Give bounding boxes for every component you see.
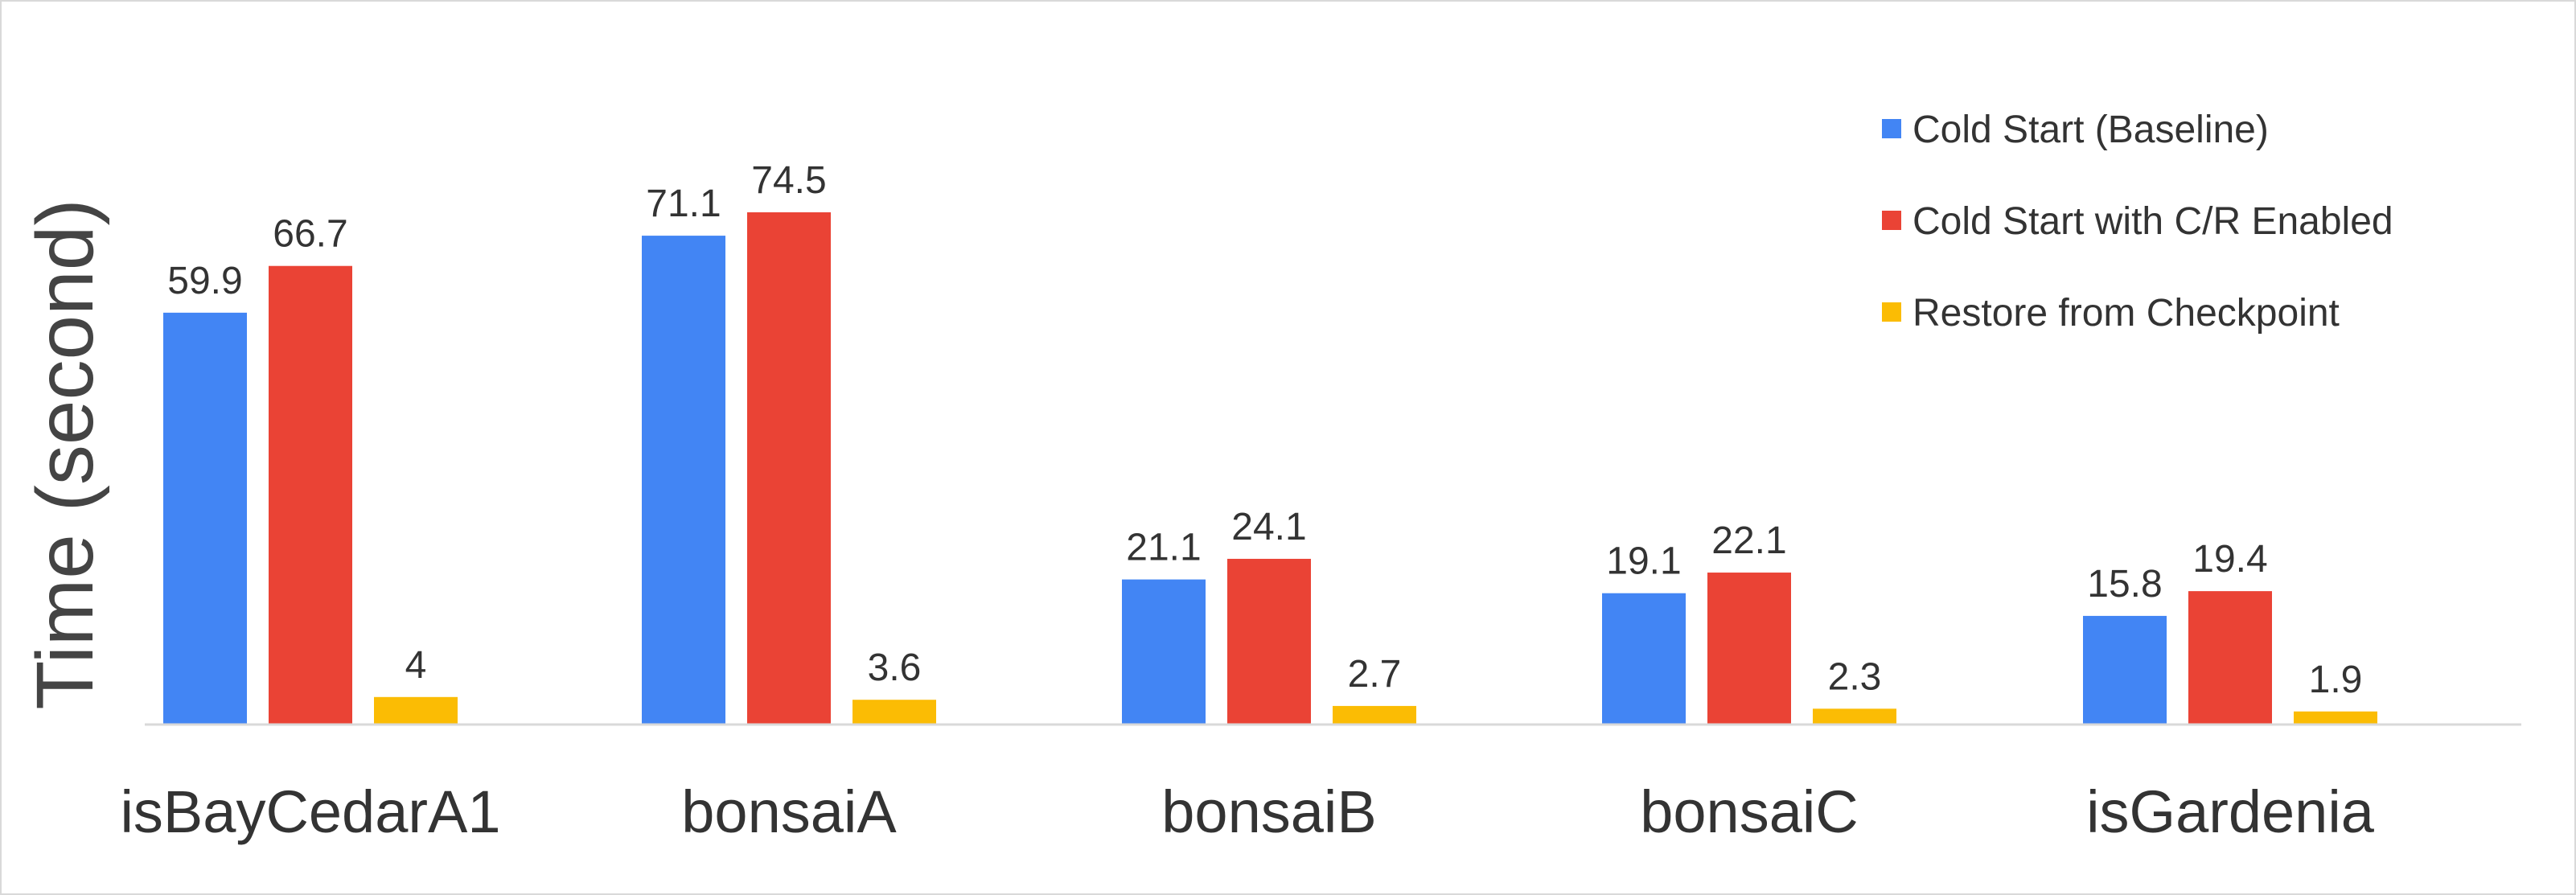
legend-label-1: Cold Start with C/R Enabled <box>1912 200 2393 243</box>
bar-2-0 <box>374 696 458 725</box>
bar-1-1 <box>747 212 831 725</box>
data-label-2-4: 1.9 <box>2309 659 2363 701</box>
bar-0-3 <box>1602 593 1686 725</box>
bar-1-4 <box>2188 591 2272 725</box>
bar-2-4 <box>2294 711 2377 725</box>
data-label-1-4: 19.4 <box>2192 538 2267 581</box>
data-label-2-3: 2.3 <box>1828 655 1882 698</box>
bar-0-2 <box>1122 579 1206 725</box>
bar-0-4 <box>2083 615 2167 725</box>
bar-1-3 <box>1707 573 1791 725</box>
data-label-1-3: 22.1 <box>1711 519 1786 562</box>
category-label-4: isGardenia <box>2086 778 2375 845</box>
legend: Cold Start (Baseline) Cold Start with C/R… <box>1882 109 2393 335</box>
category-label-2: bonsaiB <box>1161 778 1376 845</box>
data-label-1-2: 24.1 <box>1231 506 1306 548</box>
category-label-3: bonsaiC <box>1640 778 1859 845</box>
legend-swatch-0 <box>1882 119 1901 138</box>
bar-0-0 <box>163 312 247 725</box>
legend-label-0: Cold Start (Baseline) <box>1912 109 2269 151</box>
data-label-2-1: 3.6 <box>868 647 922 689</box>
data-label-2-0: 4 <box>405 644 427 687</box>
bar-2-1 <box>853 700 936 725</box>
data-label-2-2: 2.7 <box>1348 653 1402 696</box>
y-axis-label: Time (second) <box>20 199 110 709</box>
legend-label-2: Restore from Checkpoint <box>1912 292 2340 335</box>
data-label-0-1: 71.1 <box>646 183 721 225</box>
data-label-0-3: 19.1 <box>1606 540 1681 583</box>
category-label-1: bonsaiA <box>681 778 897 845</box>
bar-0-1 <box>642 236 725 725</box>
data-label-1-0: 66.7 <box>273 213 347 256</box>
bar-2-2 <box>1333 705 1416 725</box>
legend-swatch-1 <box>1882 211 1901 230</box>
bars-layer <box>163 212 2377 725</box>
bar-1-2 <box>1227 558 1311 725</box>
data-labels-layer: 59.9 66.7 4 71.1 74.5 3.6 21.1 24.1 2.7 19.1 22.1 2… <box>167 159 2362 701</box>
category-labels-layer: isBayCedarA1 bonsaiA bonsaiB bonsaiC isGarde… <box>120 778 2374 845</box>
data-label-0-0: 59.9 <box>167 260 242 302</box>
bar-1-0 <box>269 265 352 725</box>
data-label-0-4: 15.8 <box>2087 563 2162 606</box>
legend-swatch-2 <box>1882 302 1901 322</box>
bar-2-3 <box>1813 708 1896 725</box>
data-label-0-2: 21.1 <box>1126 527 1201 569</box>
category-label-0: isBayCedarA1 <box>120 778 500 845</box>
data-label-1-1: 74.5 <box>751 159 826 202</box>
